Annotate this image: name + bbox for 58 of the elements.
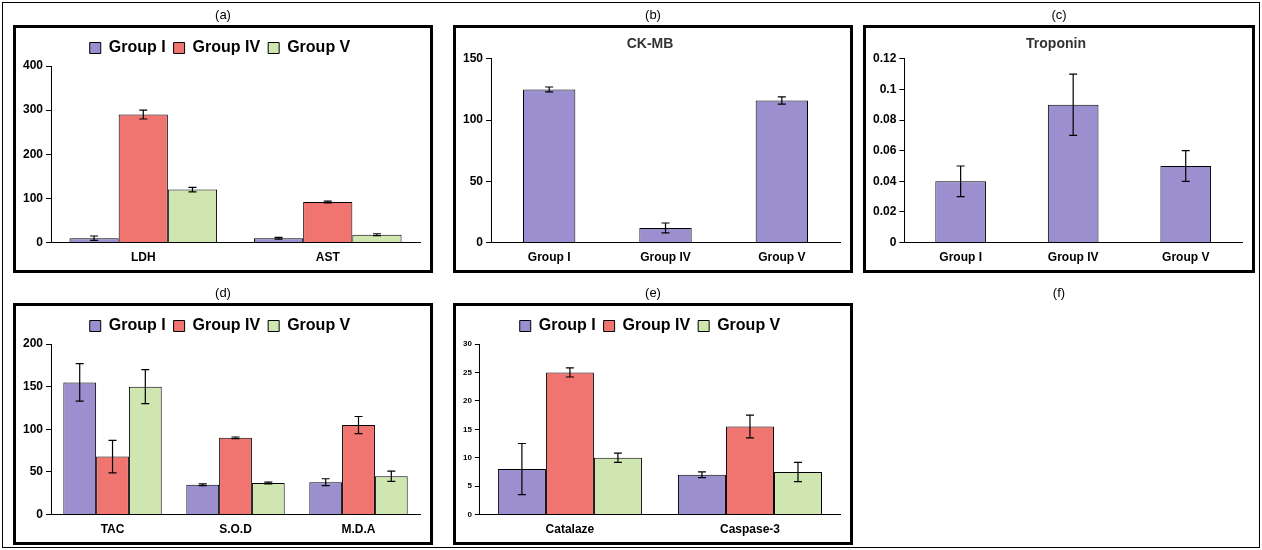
y-tick-label: 200 (22, 146, 44, 161)
x-tick-label: Group IV (1047, 250, 1099, 265)
x-tick-label: Group I (939, 250, 982, 265)
x-tick-label: Group V (758, 250, 806, 265)
chart-title: (e) (644, 284, 662, 302)
y-tick-label: 0.1 (879, 81, 897, 96)
y-tick-label: 0 (476, 234, 484, 249)
y-tick-label: 0.06 (873, 143, 897, 158)
y-tick-label: 5 (467, 481, 473, 491)
y-tick-label: 50 (469, 173, 484, 188)
y-tick-label: 20 (462, 396, 473, 406)
x-tick-label: M.D.A (341, 522, 376, 537)
x-tick-label: S.O.D (219, 522, 253, 537)
y-tick-label: 0 (467, 509, 473, 519)
y-tick-label: 150 (462, 51, 484, 66)
legend-label: Group V (717, 316, 781, 334)
chart-subtitle: Troponin (1026, 35, 1086, 52)
x-tick-label: Group I (527, 250, 571, 265)
chart-title: (b) (644, 6, 662, 24)
x-tick-label: AST (315, 250, 341, 265)
x-tick-label: Catalaze (545, 522, 595, 537)
y-tick-label: 100 (22, 190, 44, 205)
legend-label: Group IV (192, 38, 261, 56)
legend-label: Group V (287, 38, 351, 56)
text: (f) (1051, 284, 1067, 302)
chart-subtitle: CK-MB (626, 35, 674, 52)
legend-label: Group V (287, 316, 351, 334)
legend-label: Group IV (192, 316, 261, 334)
chart-title: (a) (214, 6, 232, 24)
y-tick-label: 10 (462, 452, 473, 462)
y-tick-label: 50 (29, 464, 44, 479)
y-tick-label: 0.02 (873, 204, 897, 219)
y-tick-label: 15 (462, 424, 473, 434)
y-tick-label: 0.12 (873, 51, 897, 66)
legend-label: Group IV (622, 316, 691, 334)
y-tick-label: 100 (22, 421, 44, 436)
y-tick-label: 100 (462, 112, 484, 127)
y-tick-label: 150 (22, 378, 44, 393)
y-tick-label: 0 (36, 234, 44, 249)
x-tick-label: LDH (130, 250, 156, 265)
y-tick-label: 0.08 (873, 112, 897, 127)
y-tick-label: 0 (889, 234, 897, 249)
y-tick-label: 300 (22, 102, 44, 117)
y-tick-label: 0.04 (873, 173, 897, 188)
y-tick-label: 200 (22, 336, 44, 351)
chart-title: (c) (1050, 6, 1068, 24)
x-tick-label: Caspase-3 (719, 522, 781, 537)
x-tick-label: Group V (1162, 250, 1210, 265)
y-tick-label: 400 (22, 58, 44, 73)
legend-label: Group I (108, 316, 166, 334)
legend-label: Group I (538, 316, 596, 334)
x-tick-label: Group IV (640, 250, 691, 265)
y-tick-label: 25 (462, 367, 473, 377)
chart-title: (d) (214, 284, 232, 302)
y-tick-label: 0 (36, 506, 44, 521)
legend-label: Group I (108, 38, 166, 56)
y-tick-label: 30 (462, 339, 473, 349)
x-tick-label: TAC (100, 522, 125, 537)
